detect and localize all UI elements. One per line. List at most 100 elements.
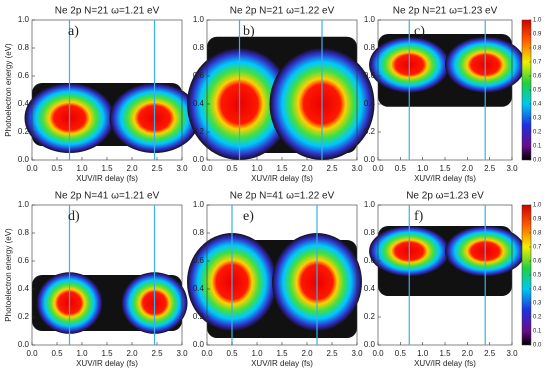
x-tick-label: 0.5: [226, 164, 238, 173]
chart-title: Ne 2p N=41 ω=1.21 eV: [55, 191, 160, 202]
y-tick-label: 0.4: [364, 284, 376, 293]
colorbar-tick-label: 0.8: [533, 46, 542, 52]
y-tick-label: 0.0: [18, 340, 30, 349]
chart-title: Ne 2p ω=1.23 eV: [406, 191, 484, 202]
x-tick-label: 0.0: [201, 349, 213, 358]
x-axis-label: XUV/IR delay (fs): [414, 359, 476, 368]
y-tick-label: 0.8: [364, 228, 376, 237]
y-tick-label: 0.2: [193, 127, 205, 136]
y-axis-label: Photoelectron energy (eV): [4, 43, 13, 137]
panel-label: d): [68, 209, 80, 224]
x-tick-label: 3.0: [351, 349, 363, 358]
x-tick-label: 0.5: [226, 349, 238, 358]
x-tick-label: 2.0: [126, 349, 138, 358]
y-tick-label: 0.4: [364, 99, 376, 108]
x-tick-label: 2.5: [326, 349, 338, 358]
panel-label: a): [68, 24, 79, 39]
x-tick-label: 0.5: [51, 164, 63, 173]
x-axis-label: XUV/IR delay (fs): [251, 359, 313, 368]
y-tick-label: 0.0: [193, 340, 205, 349]
x-tick-label: 3.0: [506, 164, 518, 173]
colorbar-tick-label: 0.2: [533, 315, 542, 321]
x-axis-label: XUV/IR delay (fs): [76, 359, 138, 368]
y-tick-label: 0.6: [364, 71, 376, 80]
x-tick-label: 1.5: [439, 349, 451, 358]
x-tick-label: 2.0: [301, 349, 313, 358]
x-axis-label: XUV/IR delay (fs): [76, 174, 138, 183]
y-tick-label: 0.8: [18, 43, 30, 52]
chart-title: Ne 2p N=21 ω=1.22 eV: [230, 6, 335, 17]
chart-title: Ne 2p N=21 ω=1.23 eV: [393, 6, 498, 17]
colorbar-tick-label: 0.4: [533, 287, 542, 293]
colorbar-tick-label: 0.9: [533, 32, 542, 38]
x-tick-label: 1.0: [76, 164, 88, 173]
y-tick-label: 0.2: [193, 312, 205, 321]
x-tick-label: 0.5: [395, 349, 407, 358]
y-tick-label: 0.0: [193, 155, 205, 164]
colorbar-tick-label: 0.1: [533, 329, 542, 335]
y-tick-label: 0.0: [364, 155, 376, 164]
x-tick-label: 2.5: [484, 349, 496, 358]
chart-title: Ne 2p N=41 ω=1.22 eV: [230, 191, 335, 202]
colorbar-tick-label: 0.6: [533, 259, 542, 265]
x-tick-label: 1.5: [101, 349, 113, 358]
colorbar-tick-label: 0.2: [533, 130, 542, 136]
panel-label: f): [414, 209, 424, 224]
colorbar-tick-label: 1.0: [533, 203, 542, 209]
chart-title: Ne 2p N=21 ω=1.21 eV: [55, 6, 160, 17]
x-tick-label: 1.5: [276, 164, 288, 173]
panel-label: e): [243, 209, 254, 224]
x-tick-label: 2.5: [151, 164, 163, 173]
x-tick-label: 2.0: [462, 164, 474, 173]
x-tick-label: 2.0: [126, 164, 138, 173]
x-tick-label: 1.5: [439, 164, 451, 173]
y-tick-label: 0.4: [193, 99, 205, 108]
x-tick-label: 2.5: [484, 164, 496, 173]
y-tick-label: 1.0: [18, 15, 30, 24]
panel-label: c): [414, 24, 425, 39]
x-tick-label: 2.0: [301, 164, 313, 173]
y-tick-label: 0.6: [364, 256, 376, 265]
y-tick-label: 1.0: [193, 15, 205, 24]
x-tick-label: 3.0: [506, 349, 518, 358]
y-axis-label: Photoelectron energy (eV): [4, 228, 13, 322]
y-tick-label: 0.8: [364, 43, 376, 52]
x-tick-label: 3.0: [176, 164, 188, 173]
panel-label: b): [243, 24, 255, 39]
y-tick-label: 1.0: [18, 200, 30, 209]
y-tick-label: 0.6: [18, 71, 30, 80]
colorbar-tick-label: 0.3: [533, 116, 542, 122]
colorbar-tick-label: 0.0: [533, 158, 542, 164]
x-tick-label: 3.0: [176, 349, 188, 358]
x-tick-label: 0.0: [26, 349, 38, 358]
colorbar-tick-label: 0.9: [533, 217, 542, 223]
colorbar-tick-label: 1.0: [533, 18, 542, 24]
colorbar-tick-label: 0.5: [533, 273, 542, 279]
y-tick-label: 0.8: [193, 43, 205, 52]
x-axis-label: XUV/IR delay (fs): [414, 174, 476, 183]
y-tick-label: 0.4: [18, 284, 30, 293]
y-tick-label: 0.8: [18, 228, 30, 237]
x-tick-label: 0.0: [26, 164, 38, 173]
x-tick-label: 0.0: [372, 349, 384, 358]
x-axis-label: XUV/IR delay (fs): [251, 174, 313, 183]
colorbar-tick-label: 0.7: [533, 60, 542, 66]
colorbar-tick-label: 0.6: [533, 74, 542, 80]
x-tick-label: 1.0: [417, 164, 429, 173]
y-tick-label: 0.2: [364, 312, 376, 321]
x-tick-label: 2.5: [151, 349, 163, 358]
y-tick-label: 0.6: [18, 256, 30, 265]
x-tick-label: 2.5: [326, 164, 338, 173]
x-tick-label: 0.5: [395, 164, 407, 173]
y-tick-label: 0.2: [18, 312, 30, 321]
colorbar-tick-label: 0.5: [533, 88, 542, 94]
x-tick-label: 3.0: [351, 164, 363, 173]
colorbar-tick-label: 0.1: [533, 144, 542, 150]
x-tick-label: 1.0: [417, 349, 429, 358]
x-tick-label: 1.5: [101, 164, 113, 173]
x-tick-label: 2.0: [462, 349, 474, 358]
y-tick-label: 0.2: [364, 127, 376, 136]
x-tick-label: 1.0: [76, 349, 88, 358]
y-tick-label: 0.0: [18, 155, 30, 164]
